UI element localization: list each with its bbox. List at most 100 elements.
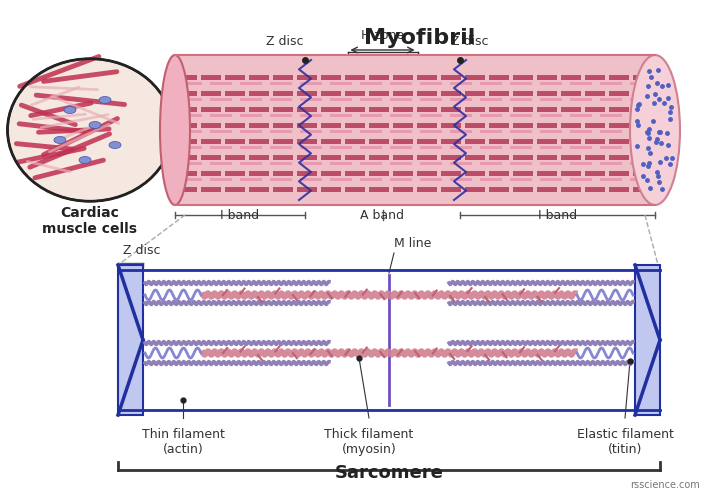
Bar bbox=[249, 171, 269, 176]
Bar bbox=[561, 123, 581, 128]
Bar bbox=[201, 187, 221, 192]
Bar bbox=[489, 171, 509, 176]
Bar bbox=[513, 155, 533, 160]
Bar bbox=[369, 171, 389, 176]
Bar bbox=[585, 139, 605, 144]
Bar bbox=[465, 91, 485, 96]
Bar bbox=[177, 155, 197, 160]
Bar bbox=[225, 107, 245, 112]
Bar bbox=[369, 139, 389, 144]
Bar bbox=[489, 123, 509, 128]
Bar bbox=[297, 75, 317, 80]
Bar bbox=[273, 139, 293, 144]
Bar bbox=[225, 139, 245, 144]
Ellipse shape bbox=[89, 122, 101, 128]
Bar bbox=[330, 98, 352, 101]
Bar bbox=[489, 187, 509, 192]
Bar bbox=[630, 114, 652, 117]
Bar bbox=[249, 107, 269, 112]
Bar bbox=[450, 146, 472, 149]
Bar bbox=[369, 107, 389, 112]
Bar bbox=[600, 114, 622, 117]
Bar bbox=[240, 178, 262, 181]
Ellipse shape bbox=[160, 55, 190, 205]
Bar bbox=[393, 187, 413, 192]
Bar bbox=[633, 75, 653, 80]
Bar bbox=[321, 75, 341, 80]
Bar bbox=[633, 187, 653, 192]
Ellipse shape bbox=[79, 156, 91, 163]
Bar bbox=[540, 114, 562, 117]
Bar bbox=[300, 130, 322, 133]
Bar bbox=[393, 75, 413, 80]
Bar bbox=[609, 187, 629, 192]
Bar bbox=[570, 162, 592, 165]
Bar bbox=[465, 139, 485, 144]
Bar bbox=[513, 107, 533, 112]
Bar bbox=[273, 171, 293, 176]
Bar bbox=[537, 155, 557, 160]
Bar bbox=[417, 75, 437, 80]
Text: Elastic filament
(titin): Elastic filament (titin) bbox=[577, 428, 674, 456]
Bar bbox=[633, 91, 653, 96]
Bar bbox=[273, 91, 293, 96]
Bar bbox=[609, 91, 629, 96]
Ellipse shape bbox=[64, 107, 76, 114]
Bar bbox=[175, 55, 655, 205]
Bar bbox=[210, 114, 232, 117]
Bar bbox=[633, 123, 653, 128]
Bar bbox=[510, 98, 532, 101]
Bar bbox=[630, 130, 652, 133]
Bar bbox=[273, 123, 293, 128]
Bar bbox=[118, 265, 143, 415]
Bar bbox=[369, 187, 389, 192]
Bar bbox=[600, 130, 622, 133]
Bar bbox=[390, 114, 412, 117]
Bar bbox=[417, 123, 437, 128]
Bar bbox=[177, 123, 197, 128]
Bar bbox=[633, 107, 653, 112]
Bar bbox=[540, 178, 562, 181]
Bar bbox=[330, 146, 352, 149]
Bar bbox=[345, 107, 365, 112]
Bar bbox=[540, 130, 562, 133]
Bar bbox=[609, 139, 629, 144]
Bar bbox=[240, 98, 262, 101]
Bar bbox=[561, 187, 581, 192]
Bar bbox=[480, 130, 502, 133]
Bar bbox=[630, 178, 652, 181]
Bar bbox=[180, 98, 202, 101]
Bar bbox=[393, 171, 413, 176]
Bar bbox=[345, 139, 365, 144]
Bar bbox=[441, 155, 461, 160]
Bar bbox=[441, 75, 461, 80]
Bar bbox=[225, 123, 245, 128]
Bar bbox=[561, 91, 581, 96]
Text: I band: I band bbox=[220, 209, 260, 222]
Bar bbox=[540, 146, 562, 149]
Bar bbox=[249, 155, 269, 160]
Bar bbox=[210, 146, 232, 149]
Bar bbox=[270, 130, 292, 133]
Bar bbox=[600, 178, 622, 181]
Bar bbox=[600, 98, 622, 101]
Bar bbox=[585, 171, 605, 176]
Bar bbox=[537, 91, 557, 96]
Bar bbox=[570, 130, 592, 133]
Bar bbox=[390, 162, 412, 165]
Bar bbox=[570, 114, 592, 117]
Bar bbox=[249, 91, 269, 96]
Bar bbox=[270, 98, 292, 101]
Bar bbox=[465, 75, 485, 80]
Bar bbox=[369, 123, 389, 128]
Bar bbox=[585, 155, 605, 160]
Bar bbox=[345, 171, 365, 176]
Bar bbox=[210, 82, 232, 85]
Text: H zone: H zone bbox=[361, 29, 404, 42]
Bar bbox=[630, 82, 652, 85]
Bar bbox=[441, 107, 461, 112]
Bar bbox=[510, 146, 532, 149]
Bar bbox=[390, 146, 412, 149]
Bar bbox=[270, 146, 292, 149]
Bar bbox=[180, 82, 202, 85]
